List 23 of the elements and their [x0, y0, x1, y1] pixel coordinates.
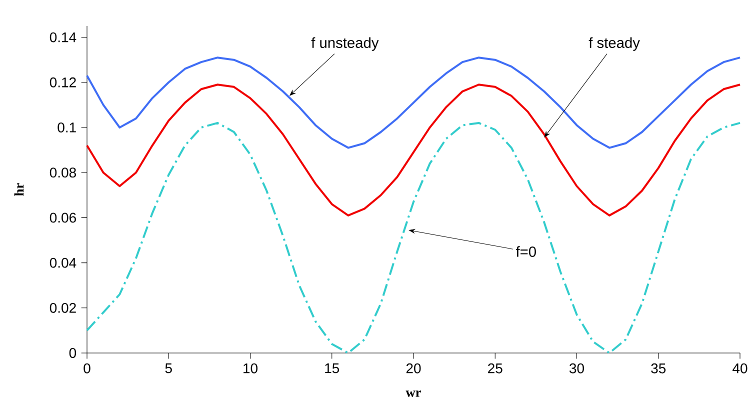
x-tick-label: 15 [325, 363, 340, 374]
x-tick-label: 10 [244, 363, 258, 374]
y-axis-title: hr [14, 183, 24, 196]
x-tick-label: 5 [165, 363, 172, 374]
x-tick-label: 30 [569, 363, 584, 374]
y-tick-label: 0.14 [50, 32, 76, 42]
line-series [86, 56, 741, 149]
y-tick-label: 0.12 [50, 77, 76, 88]
x-tick-label: 35 [651, 363, 666, 374]
x-tick-label: 25 [488, 363, 502, 374]
y-tick-label: 0.1 [58, 122, 76, 132]
y-tick-label: 0.08 [50, 168, 76, 178]
x-tick-label: 20 [406, 363, 421, 374]
series-label: f=0 [516, 246, 536, 257]
y-tick-label: 0 [69, 348, 76, 358]
x-tick-label: 0 [84, 363, 90, 374]
y-tick-label: 0.04 [50, 258, 76, 268]
x-axis-title: wr [406, 390, 421, 397]
x-tick-label: 40 [732, 363, 748, 374]
text: f steady [588, 37, 640, 51]
y-tick-label: 0.06 [50, 212, 76, 223]
text: f unsteady [311, 37, 379, 51]
y-tick-label: 0.02 [50, 302, 76, 313]
